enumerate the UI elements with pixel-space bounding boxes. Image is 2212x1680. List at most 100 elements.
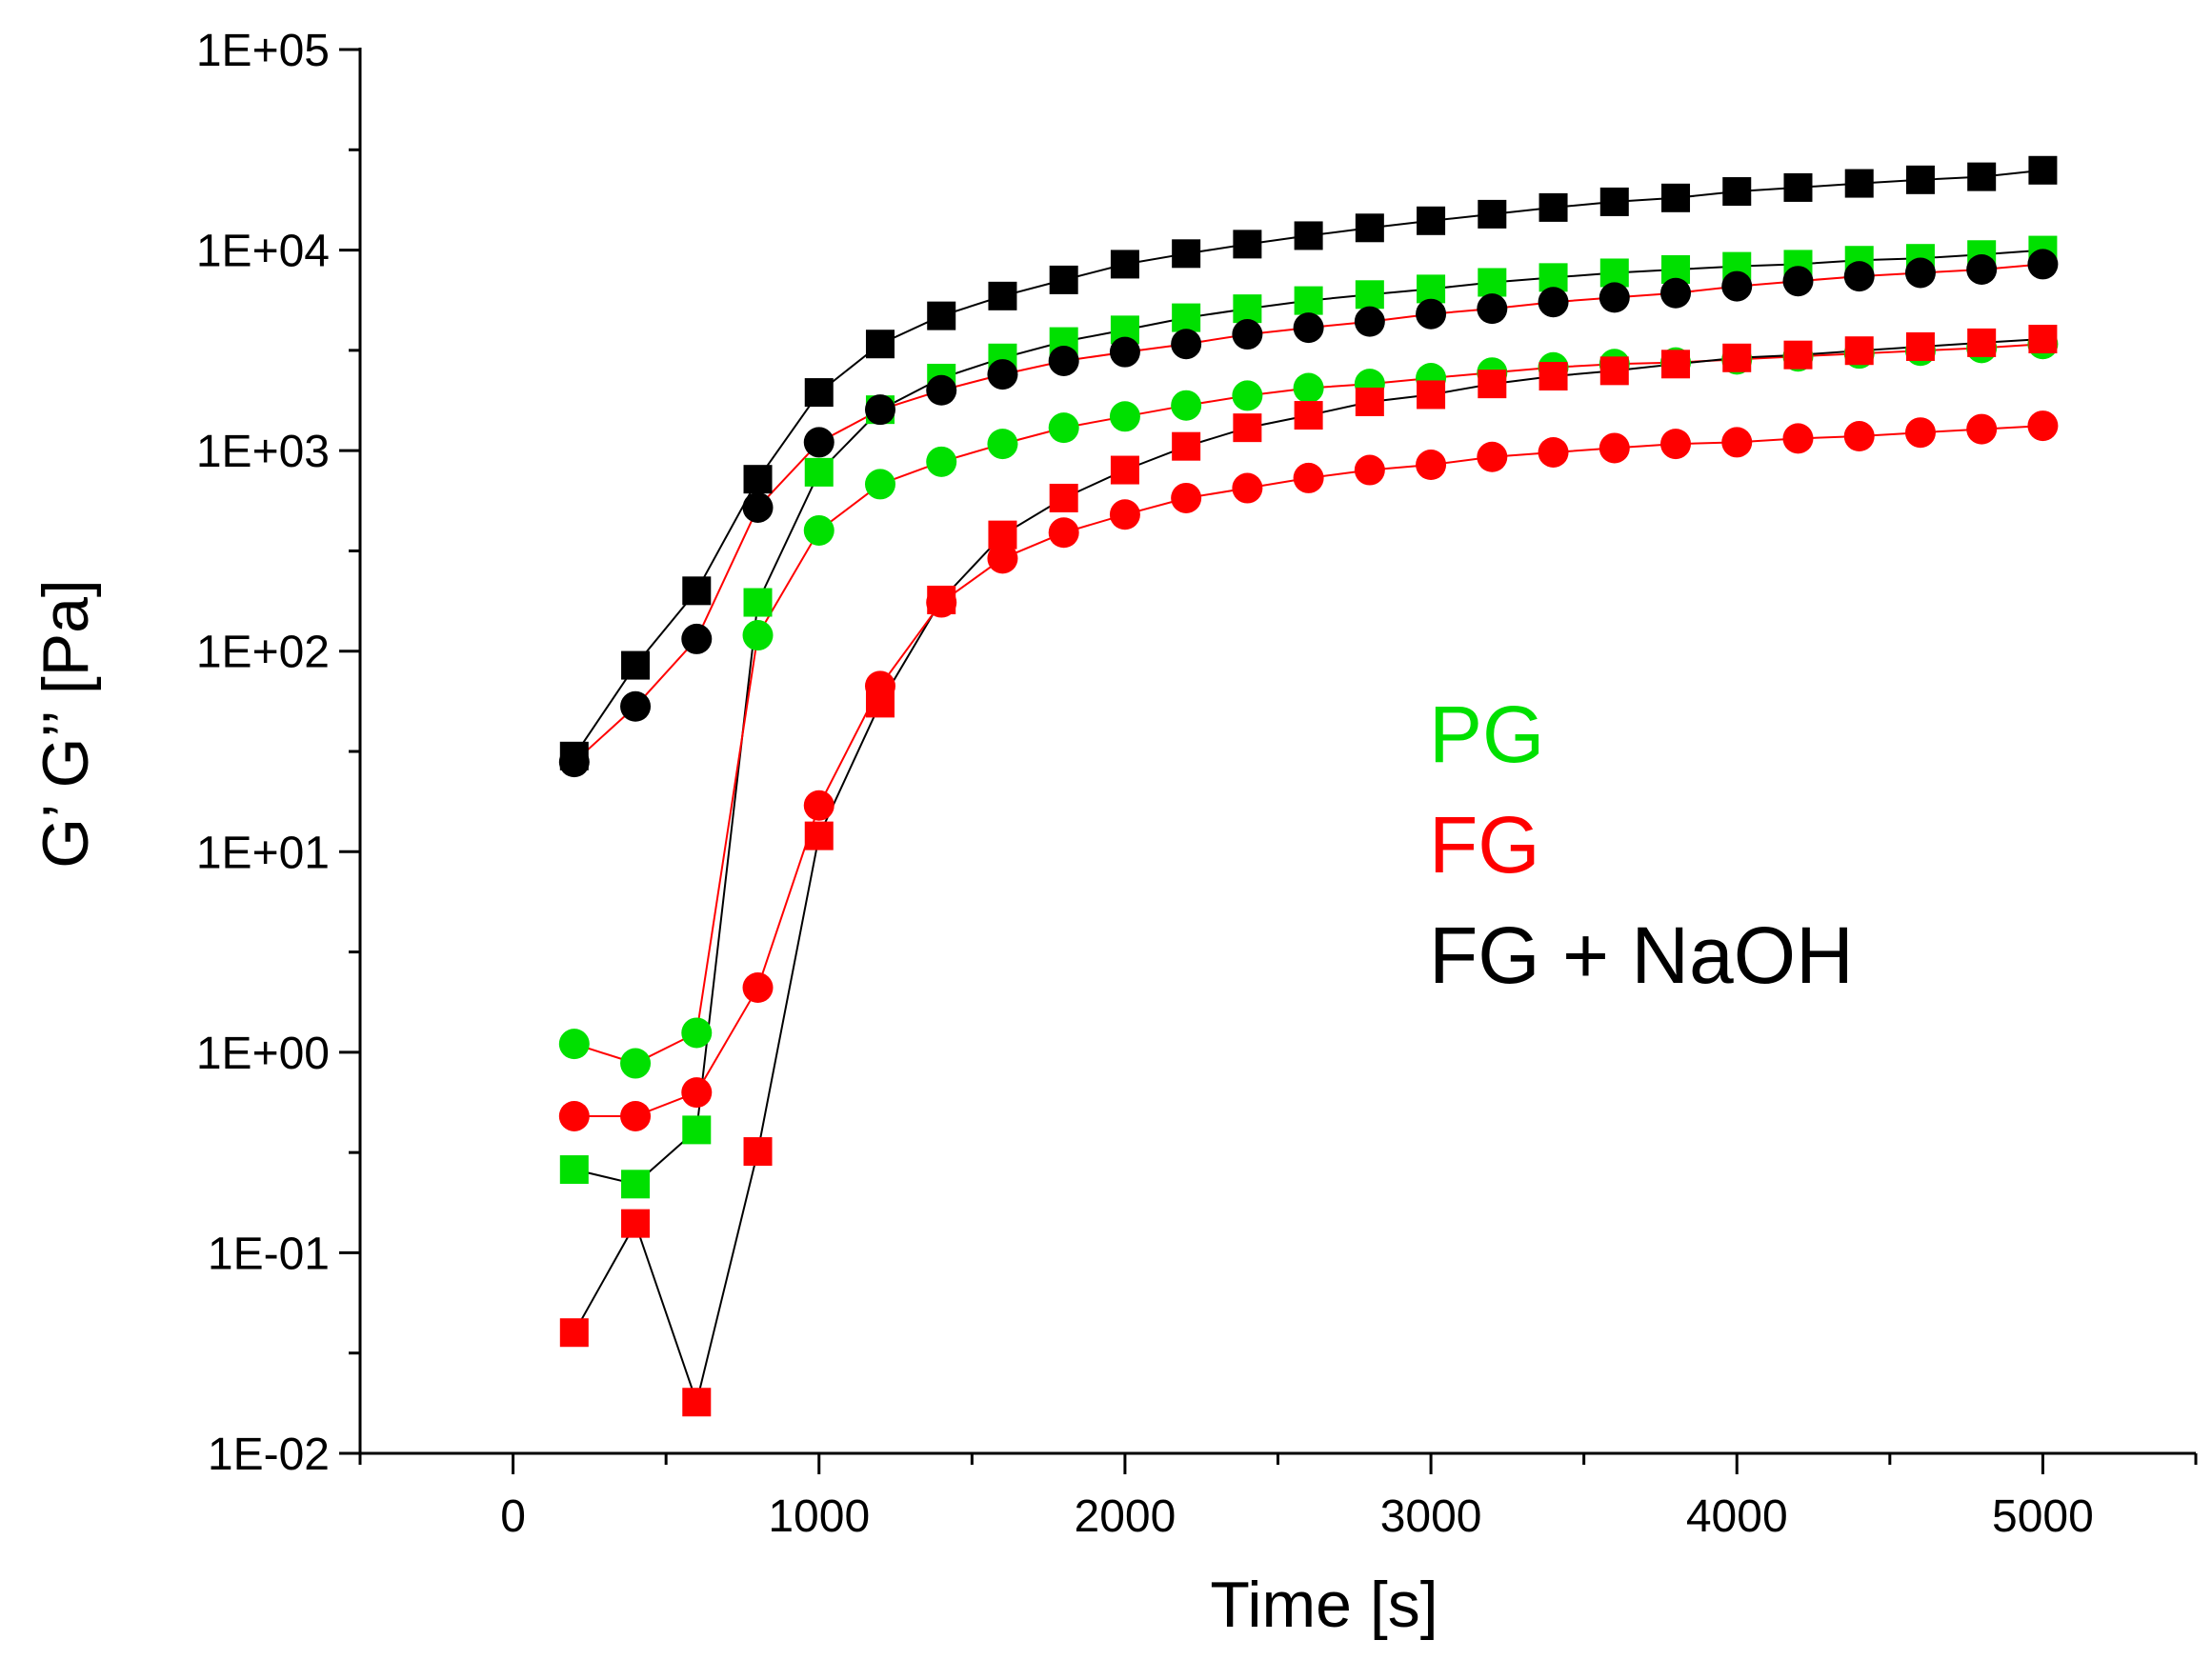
data-point-fg-g	[1416, 450, 1447, 481]
data-point-fg-g	[987, 543, 1018, 574]
data-point-fg-naoh-g	[1048, 345, 1079, 376]
data-point-fg-naoh-g	[1293, 312, 1324, 344]
data-point-pg-g	[742, 620, 774, 651]
data-point-fg-g	[804, 821, 834, 850]
data-point-pg-g	[682, 1115, 712, 1145]
data-point-fg-g	[1599, 356, 1629, 386]
data-point-pg-g	[559, 1155, 589, 1185]
data-point-pg-g	[1172, 303, 1201, 332]
data-point-fg-naoh-g	[681, 623, 713, 654]
y-tick-label: 1E-01	[208, 1229, 330, 1279]
data-point-fg-g	[1477, 441, 1508, 472]
data-point-fg-g	[1722, 343, 1752, 372]
data-point-fg-naoh-g	[1477, 293, 1508, 325]
data-point-fg-g	[1660, 429, 1692, 460]
data-point-pg-g	[987, 429, 1018, 460]
data-point-pg-g	[804, 457, 834, 487]
data-point-fg-naoh-g	[1967, 162, 1997, 191]
data-point-fg-g	[1172, 431, 1201, 461]
data-point-fg-g	[1783, 340, 1813, 370]
data-point-fg-g	[1293, 462, 1324, 493]
data-point-fg-g	[1232, 472, 1263, 504]
y-tick-label: 1E-02	[208, 1430, 330, 1480]
data-point-pg-g	[1048, 412, 1079, 444]
data-point-fg-g	[803, 790, 835, 821]
data-point-fg-g	[620, 1100, 652, 1131]
data-point-fg-g	[1049, 483, 1078, 512]
data-point-fg-naoh-g	[1354, 306, 1385, 337]
data-point-fg-naoh-g	[988, 281, 1017, 310]
data-point-fg-naoh-g	[803, 427, 835, 458]
data-point-fg-naoh-g	[1416, 298, 1447, 330]
data-point-fg-naoh-g	[742, 491, 774, 523]
data-point-fg-g	[1721, 427, 1753, 458]
data-point-fg-naoh-g	[1599, 187, 1629, 216]
data-point-pg-g	[1109, 401, 1140, 432]
legend: PG FG FG + NaOH	[1429, 690, 1854, 1000]
data-point-fg-naoh-g	[1294, 221, 1323, 250]
data-point-fg-naoh-g	[1049, 265, 1078, 294]
series-markers	[558, 155, 2059, 1417]
data-point-fg-g	[742, 972, 774, 1004]
data-point-fg-g	[1048, 517, 1079, 549]
data-point-fg-naoh-g	[1538, 192, 1568, 222]
data-point-fg-naoh-g	[1660, 277, 1692, 309]
data-point-pg-g	[926, 446, 957, 477]
x-tick-label: 4000	[1686, 1491, 1788, 1542]
data-point-fg-g	[682, 1388, 712, 1417]
data-point-fg-naoh-g	[1783, 172, 1813, 202]
data-point-fg-g	[1966, 413, 1998, 445]
data-point-fg-g	[1599, 432, 1630, 464]
x-tick-label: 3000	[1380, 1491, 1482, 1542]
y-tick-label: 1E+01	[196, 828, 330, 878]
data-point-fg-g	[1233, 413, 1262, 443]
data-point-fg-naoh-g	[1478, 199, 1507, 229]
data-point-fg-g	[2028, 325, 2058, 354]
data-point-fg-naoh-g	[2027, 249, 2059, 280]
data-point-fg-g	[1294, 401, 1323, 430]
data-point-fg-naoh-g	[1232, 319, 1263, 350]
data-point-fg-naoh-g	[1844, 169, 1874, 198]
data-point-fg-g	[1355, 387, 1384, 416]
data-point-pg-g	[558, 1029, 590, 1060]
data-point-fg-naoh-g	[987, 359, 1018, 390]
data-point-fg-naoh-g	[621, 650, 651, 680]
data-point-pg-g	[1293, 372, 1324, 404]
data-point-fg-naoh-g	[865, 330, 895, 359]
y-tick-label: 1E+00	[196, 1029, 330, 1079]
y-tick-label: 1E+03	[196, 427, 330, 477]
data-point-pg-g	[1478, 268, 1507, 297]
legend-label-fg-naoh: FG + NaOH	[1429, 910, 1854, 1000]
data-point-pg-g	[803, 514, 835, 546]
data-point-pg-g	[1294, 286, 1323, 315]
data-point-fg-g	[1171, 482, 1202, 513]
legend-label-fg: FG	[1429, 800, 1540, 890]
data-point-pg-g	[621, 1170, 651, 1199]
x-tick-label: 2000	[1075, 1491, 1176, 1542]
series-layer	[558, 155, 2059, 1417]
data-point-fg-naoh-g	[1110, 250, 1139, 279]
data-point-fg-g	[1905, 331, 1935, 361]
data-point-fg-g	[1844, 336, 1874, 366]
data-point-pg-g	[1233, 294, 1262, 324]
data-point-fg-naoh-g	[1905, 165, 1935, 194]
data-point-fg-naoh-g	[1782, 266, 1814, 297]
data-point-fg-naoh-g	[1966, 253, 1998, 285]
data-point-fg-naoh-g	[1171, 329, 1202, 360]
data-point-fg-naoh-g	[1722, 177, 1752, 207]
data-point-fg-naoh-g	[2028, 155, 2058, 185]
data-point-fg-g	[558, 1100, 590, 1131]
data-point-fg-g	[1967, 328, 1997, 357]
data-point-fg-naoh-g	[1172, 239, 1201, 269]
data-point-fg-g	[1109, 499, 1140, 530]
data-point-fg-g	[926, 587, 957, 618]
data-point-fg-g	[559, 1318, 589, 1348]
data-point-pg-g	[620, 1048, 652, 1079]
data-point-fg-naoh-g	[926, 374, 957, 406]
data-point-pg-g	[1417, 274, 1446, 304]
data-point-fg-naoh-g	[620, 690, 652, 722]
data-point-fg-naoh-g	[804, 378, 834, 408]
data-point-fg-g	[1354, 454, 1385, 486]
data-point-fg-naoh-g	[1661, 183, 1691, 212]
